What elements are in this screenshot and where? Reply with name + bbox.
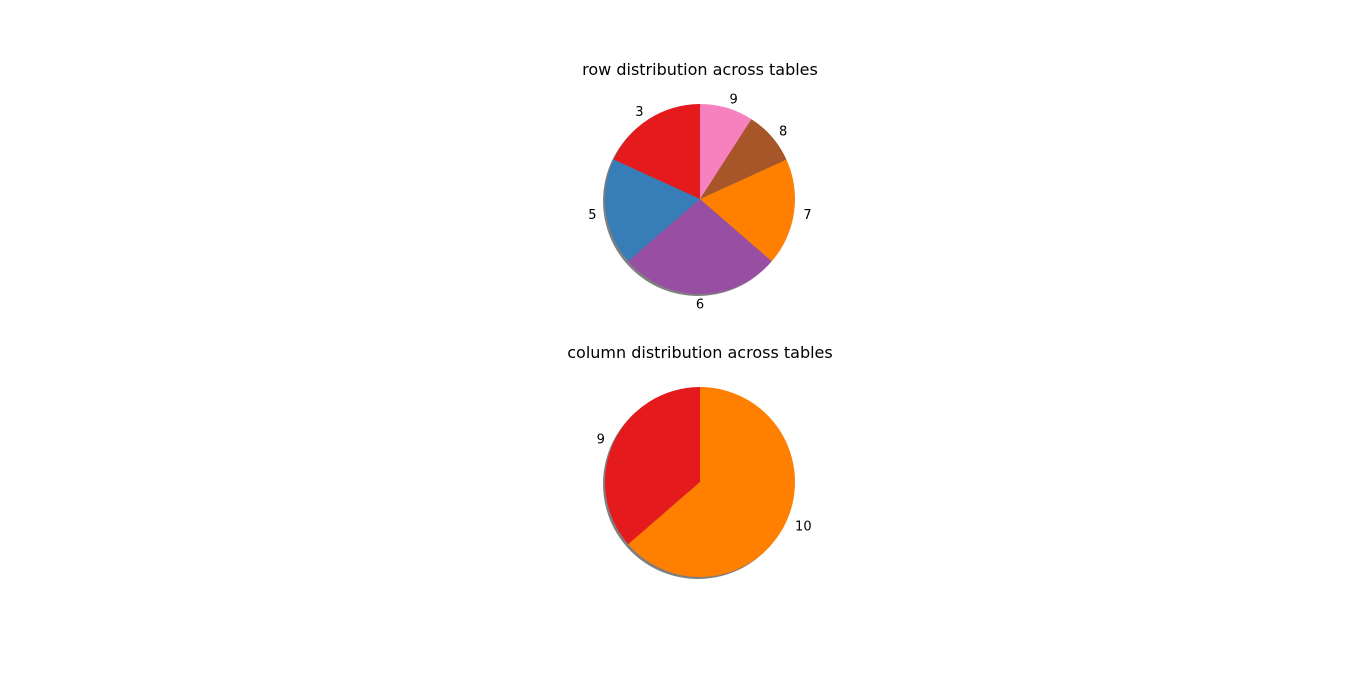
pie-slice-3	[613, 104, 700, 199]
slice-label: 9	[729, 93, 737, 108]
pie-slice-8	[700, 119, 787, 199]
chart-title: row distribution across tables	[582, 60, 818, 79]
pie-chart-columns: column distribution across tables 9 10	[567, 343, 833, 579]
pie-slice-5	[605, 159, 700, 262]
slice-label: 7	[803, 208, 811, 223]
slice-label: 10	[795, 519, 812, 534]
pie-slice-9	[700, 104, 752, 199]
slice-label: 5	[588, 208, 596, 223]
slice-label: 3	[635, 105, 643, 120]
slice-label: 9	[597, 433, 605, 448]
chart-title: column distribution across tables	[567, 343, 832, 362]
pie-chart-rows: row distribution across tables 3 5 6 7 8 9	[582, 60, 818, 313]
pie-slice-6	[628, 199, 772, 295]
pie-slice-7	[700, 159, 796, 262]
slice-label: 6	[696, 298, 704, 313]
pie-slice-9	[605, 387, 700, 545]
pie-slice-10	[628, 387, 795, 578]
slice-label: 8	[779, 125, 787, 140]
